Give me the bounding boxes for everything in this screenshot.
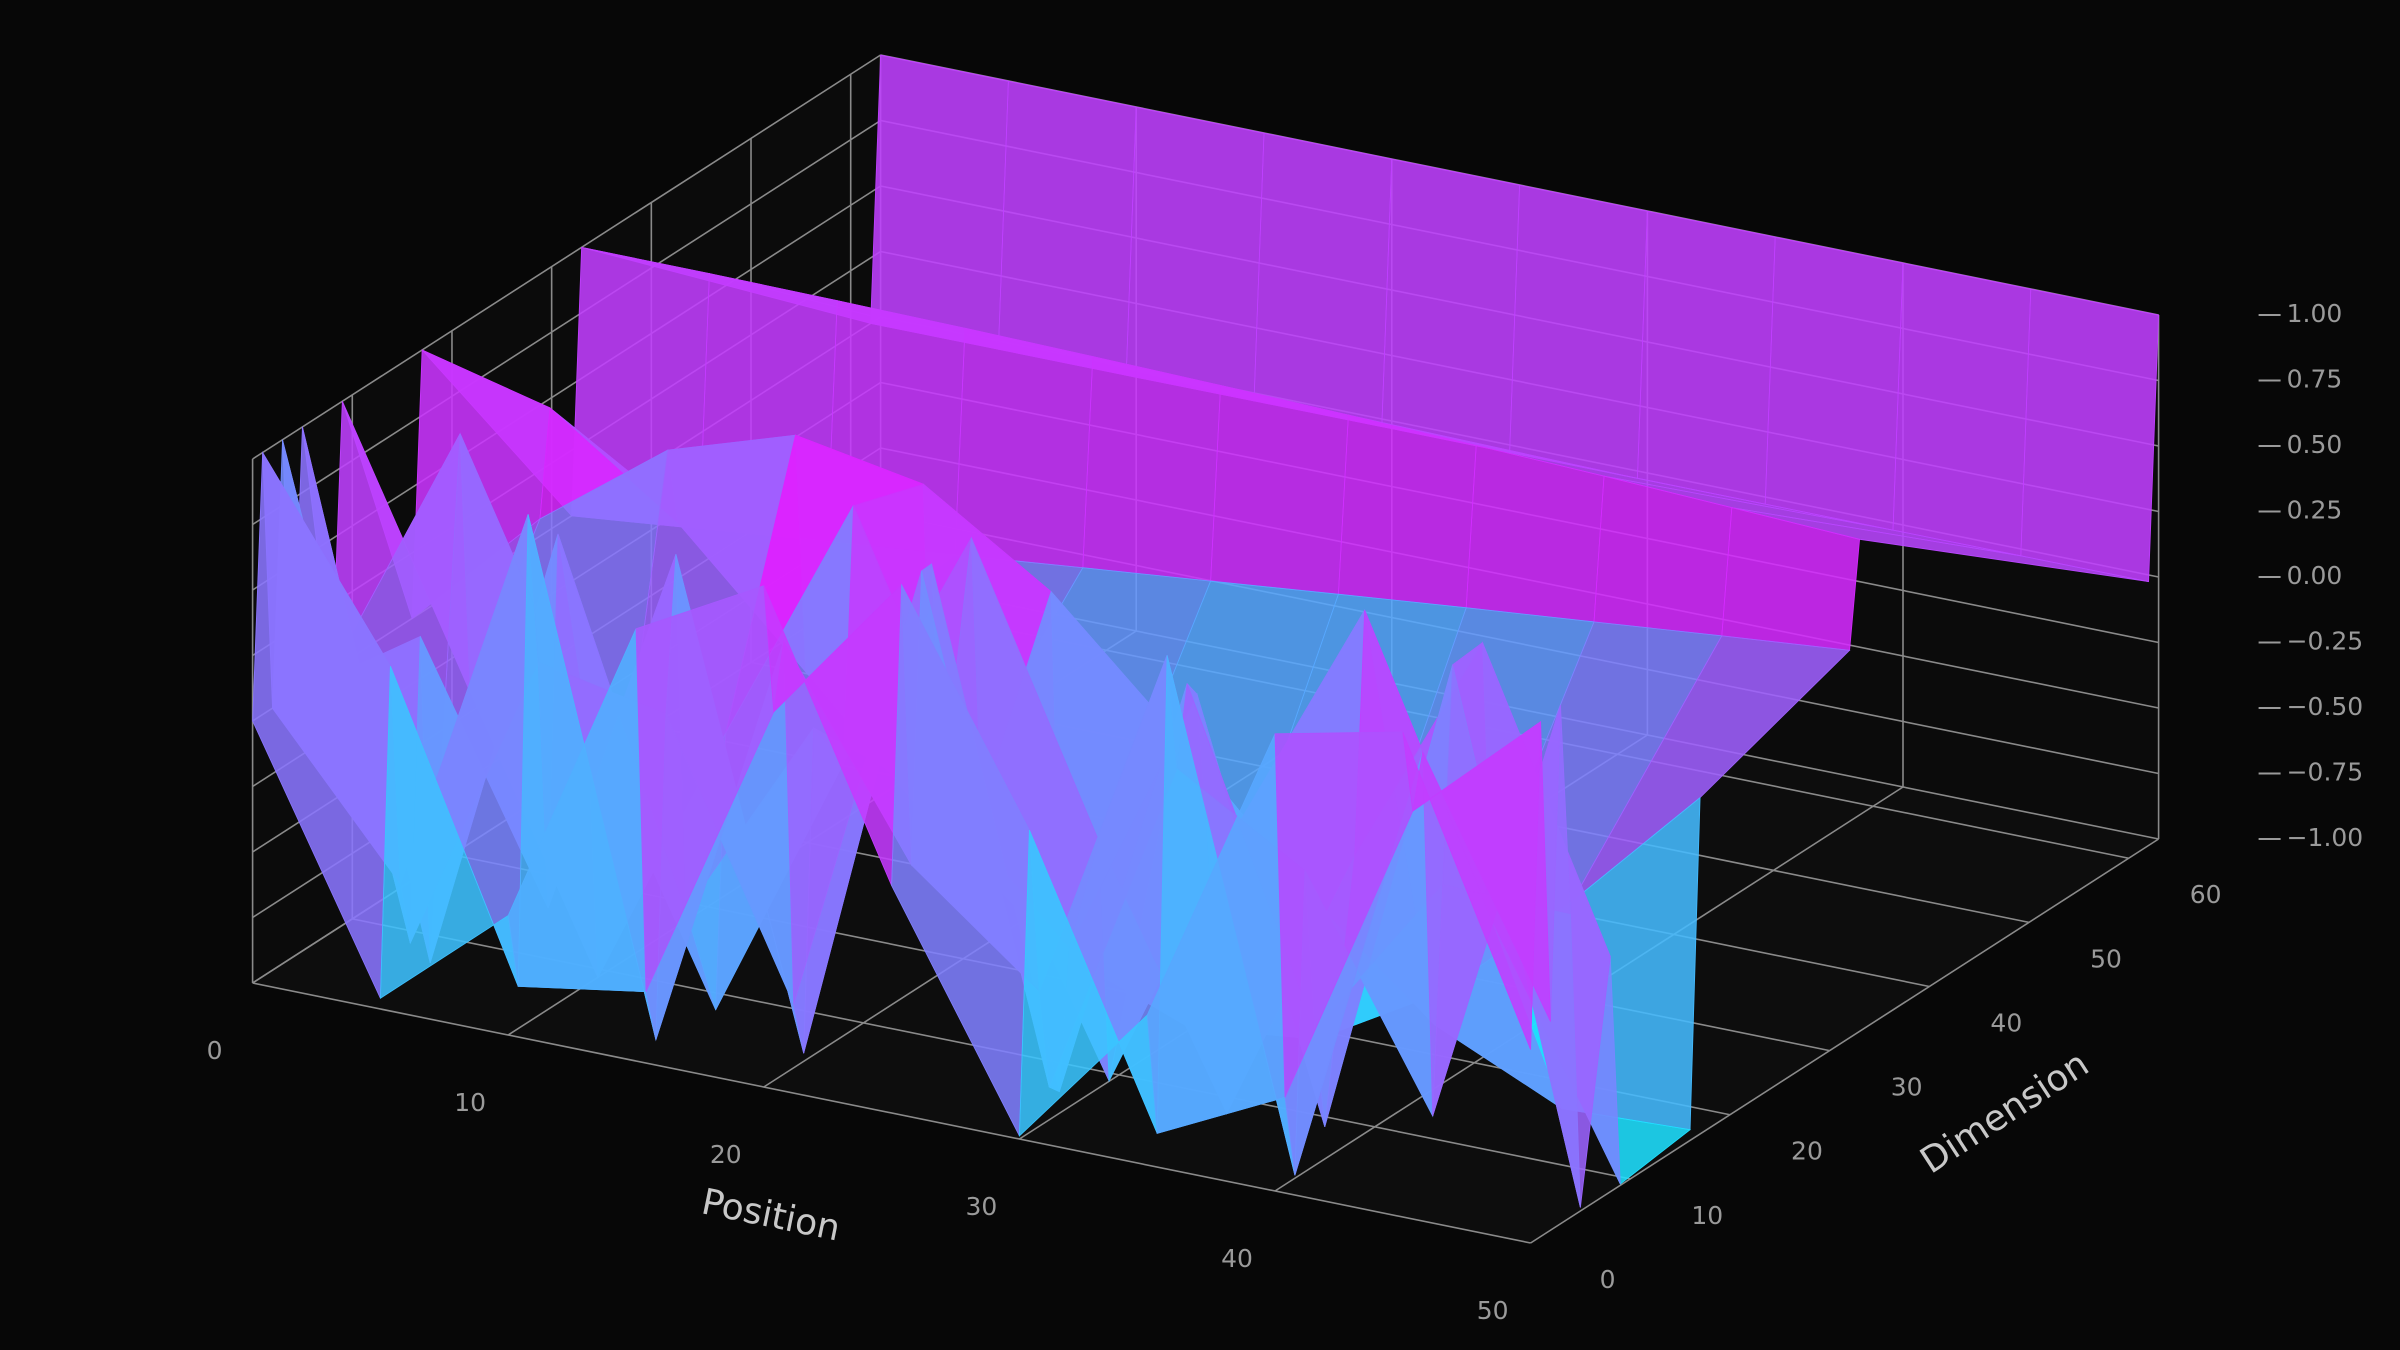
x-tick-label: 40 [1221, 1244, 1253, 1273]
surface-patch [1465, 444, 1605, 623]
surface-patch [870, 54, 1009, 350]
y-tick-label: 30 [1891, 1073, 1923, 1102]
y-tick-label: 0 [1600, 1265, 1616, 1294]
z-tick-label: −1.00 [2287, 823, 2364, 852]
surface-patch [1253, 132, 1393, 428]
surface-patch [1764, 236, 1904, 531]
x-tick-label: 20 [710, 1140, 742, 1169]
surface-patch [1892, 262, 2032, 557]
surface-patch [1210, 385, 1349, 595]
surface-patch [2020, 288, 2160, 583]
grid-line [252, 982, 1531, 1244]
x-tick-label: 30 [965, 1192, 997, 1221]
grid-line [252, 54, 882, 460]
surface-patch [1082, 356, 1222, 582]
z-tick-label: 1.00 [2287, 299, 2343, 328]
x-tick-label: 10 [454, 1088, 486, 1117]
z-tick-label: 0.25 [2287, 496, 2343, 525]
surface-patch [1402, 721, 1542, 1050]
surface-patch [1381, 158, 1521, 454]
surface-patch [1125, 106, 1265, 402]
z-tick-label: 0.75 [2287, 365, 2343, 394]
surface-patch [997, 80, 1137, 376]
surface-patch [1509, 184, 1648, 479]
y-tick-label: 10 [1691, 1201, 1723, 1230]
surface-patch [1337, 414, 1477, 609]
grid-line [1530, 838, 2160, 1244]
x-tick-label: 0 [207, 1036, 223, 1065]
y-tick-label: 40 [1990, 1008, 2022, 1037]
y-tick-label: 60 [2190, 880, 2222, 909]
y-tick-label: 50 [2090, 944, 2122, 973]
z-tick-label: −0.25 [2287, 627, 2364, 656]
z-tick-label: 0.00 [2287, 561, 2343, 590]
z-tick-label: 0.50 [2287, 430, 2343, 459]
z-tick-label: −0.50 [2287, 692, 2364, 721]
y-tick-label: 20 [1791, 1137, 1823, 1166]
surface-patch [1636, 210, 1776, 505]
x-tick-label: 50 [1477, 1296, 1509, 1325]
z-tick-label: −0.75 [2287, 758, 2364, 787]
